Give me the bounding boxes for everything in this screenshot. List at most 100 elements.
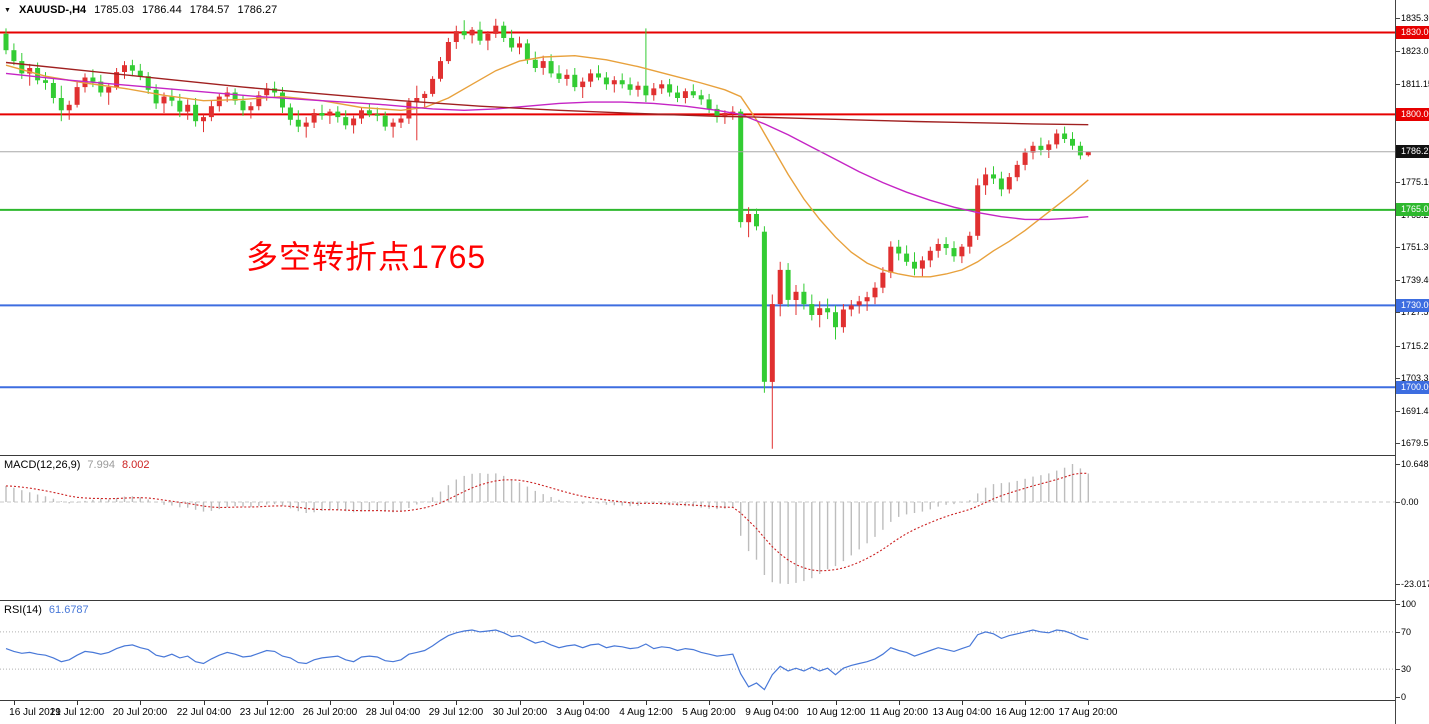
symbol-ohlc-readout: ▼ XAUUSD-,H4 1785.03 1786.44 1784.57 178…	[4, 4, 277, 16]
time-label: 5 Aug 20:00	[682, 707, 736, 718]
time-label: 26 Jul 20:00	[302, 707, 358, 718]
rsi-name: RSI(14)	[4, 604, 42, 616]
price-scale-label: 1775.10	[1401, 177, 1429, 187]
time-label: 30 Jul 20:00	[492, 707, 548, 718]
scale-tick	[1396, 411, 1400, 412]
chart-marker-icon: ▼	[4, 6, 11, 14]
price-scale[interactable]: 1835.301823.051811.151775.101763.201751.…	[1395, 0, 1429, 724]
ohlc-high: 1786.44	[141, 4, 182, 16]
price-scale-label: 0	[1401, 692, 1407, 702]
time-tick	[140, 701, 141, 705]
price-scale-label: 1679.55	[1401, 438, 1429, 448]
scale-tick	[1396, 84, 1400, 85]
panel-separator[interactable]	[0, 600, 1429, 601]
time-tick	[77, 701, 78, 705]
time-label: 11 Aug 20:00	[869, 707, 929, 718]
time-tick	[330, 701, 331, 705]
scale-tick	[1396, 502, 1400, 503]
price-scale-label: 1715.25	[1401, 341, 1429, 351]
time-tick	[393, 701, 394, 705]
macd-signal-value: 8.002	[121, 459, 150, 471]
time-tick	[14, 701, 15, 705]
symbol-timeframe: XAUUSD-,H4	[18, 4, 87, 16]
time-label: 3 Aug 04:00	[556, 707, 610, 718]
panel-separator[interactable]	[0, 455, 1429, 456]
time-label: 23 Jul 12:00	[239, 707, 295, 718]
time-label: 17 Aug 20:00	[1058, 707, 1118, 718]
time-tick	[836, 701, 837, 705]
time-label: 13 Aug 04:00	[932, 707, 992, 718]
price-scale-label: 70	[1401, 627, 1412, 637]
price-scale-label: 30	[1401, 664, 1412, 674]
scale-tick	[1396, 697, 1400, 698]
scale-tick	[1396, 18, 1400, 19]
macd-panel[interactable]	[0, 456, 1395, 600]
rsi-value: 61.6787	[48, 604, 89, 616]
rsi-indicator-label: RSI(14) 61.6787	[4, 604, 89, 616]
time-label: 16 Aug 12:00	[995, 707, 1055, 718]
time-tick	[267, 701, 268, 705]
chart-annotation-text: 多空转折点1765	[246, 239, 487, 275]
price-badge: 1700.00	[1396, 381, 1429, 394]
price-badge: 1730.00	[1396, 299, 1429, 312]
price-scale-label: 1727.50	[1401, 307, 1429, 317]
time-label: 22 Jul 04:00	[176, 707, 232, 718]
macd-main-value: 7.994	[87, 459, 115, 471]
price-scale-label: 1739.40	[1401, 275, 1429, 285]
time-label: 29 Jul 12:00	[428, 707, 484, 718]
ohlc-low: 1784.57	[189, 4, 230, 16]
time-tick	[204, 701, 205, 705]
scale-tick	[1396, 632, 1400, 633]
scale-tick	[1396, 669, 1400, 670]
price-scale-label: 1835.30	[1401, 13, 1429, 23]
ohlc-close: 1786.27	[237, 4, 278, 16]
time-tick	[646, 701, 647, 705]
time-label: 20 Jul 20:00	[112, 707, 168, 718]
scale-tick	[1396, 182, 1400, 183]
price-scale-label: 100	[1401, 599, 1417, 609]
time-axis[interactable]: 16 Jul 2021 19 Jul 12:00 20 Jul 20:00 22 Ju…	[0, 701, 1395, 724]
scale-tick	[1396, 247, 1400, 248]
price-scale-label: 1691.45	[1401, 406, 1429, 416]
time-tick	[520, 701, 521, 705]
time-tick	[1088, 701, 1089, 705]
time-label: 28 Jul 04:00	[365, 707, 421, 718]
time-label: 19 Jul 12:00	[49, 707, 105, 718]
scale-tick	[1396, 312, 1400, 313]
ohlc-open: 1785.03	[94, 4, 134, 16]
scale-tick	[1396, 280, 1400, 281]
price-badge: 1800.00	[1396, 108, 1429, 121]
price-scale-label: 10.648	[1401, 459, 1429, 469]
time-label: 9 Aug 04:00	[745, 707, 799, 718]
time-label: 16 Jul 2021	[9, 707, 61, 718]
time-tick	[456, 701, 457, 705]
time-tick	[962, 701, 963, 705]
price-scale-label: 1751.30	[1401, 242, 1429, 252]
price-badge: 1830.00	[1396, 26, 1429, 39]
scale-tick	[1396, 346, 1400, 347]
time-label: 10 Aug 12:00	[806, 707, 866, 718]
macd-name: MACD(12,26,9)	[4, 459, 81, 471]
macd-indicator-label: MACD(12,26,9) 7.994 8.002	[4, 459, 149, 471]
price-scale-label: 1811.15	[1401, 79, 1429, 89]
time-tick	[772, 701, 773, 705]
scale-tick	[1396, 378, 1400, 379]
price-badge: 1765.00	[1396, 203, 1429, 216]
scale-tick	[1396, 464, 1400, 465]
price-scale-label: 0.00	[1401, 497, 1419, 507]
rsi-panel[interactable]	[0, 601, 1395, 700]
scale-tick	[1396, 51, 1400, 52]
price-scale-label: 1823.05	[1401, 46, 1429, 56]
main-price-chart[interactable]	[0, 0, 1395, 455]
time-tick	[1025, 701, 1026, 705]
price-scale-label: 1703.35	[1401, 373, 1429, 383]
scale-tick	[1396, 584, 1400, 585]
price-badge: 1786.27	[1396, 145, 1429, 158]
scale-tick	[1396, 443, 1400, 444]
price-scale-label: -23.017	[1401, 579, 1429, 589]
time-label: 4 Aug 12:00	[619, 707, 673, 718]
panel-separator	[0, 700, 1429, 701]
time-tick	[583, 701, 584, 705]
time-tick	[709, 701, 710, 705]
